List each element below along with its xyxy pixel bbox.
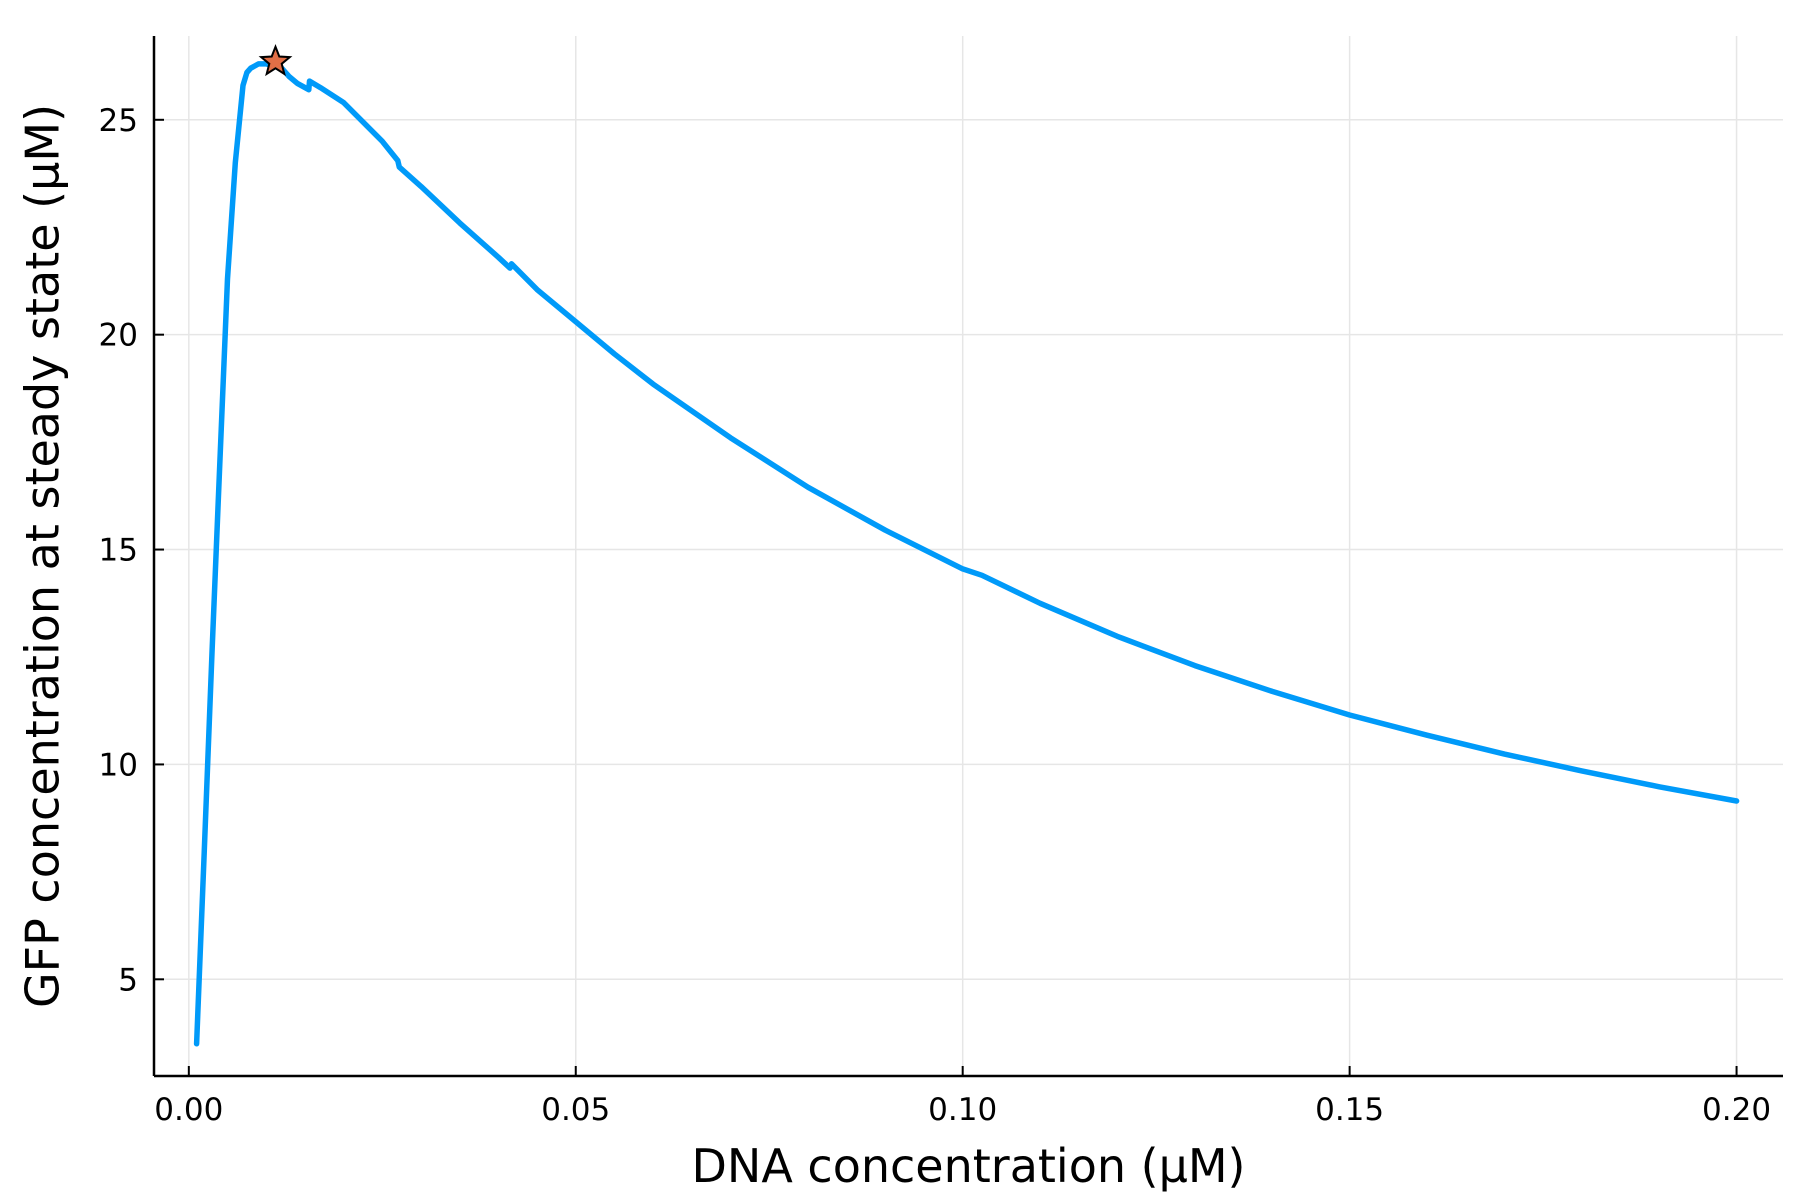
axes — [152, 36, 1783, 1078]
y-tick-label: 15 — [99, 533, 138, 569]
grid — [154, 36, 1783, 1076]
y-tick-label: 20 — [99, 318, 138, 354]
y-tick-label: 5 — [118, 962, 138, 998]
series-layer — [193, 61, 1740, 1047]
y-axis-label: GFP concentration at steady state (µM) — [16, 104, 70, 1008]
x-axis-label: DNA concentration (µM) — [692, 1139, 1246, 1193]
x-tick-label: 0.05 — [541, 1092, 610, 1128]
x-tick-label: 0.10 — [928, 1092, 997, 1128]
x-tick-label: 0.00 — [154, 1092, 223, 1128]
x-tick-labels: 0.00 0.05 0.10 0.15 0.20 — [154, 1092, 1771, 1128]
y-tick-labels: 5 10 15 20 25 — [99, 103, 138, 999]
x-tick-label: 0.20 — [1702, 1092, 1771, 1128]
marker-layer — [258, 44, 293, 77]
y-tick-label: 25 — [99, 103, 138, 139]
x-tick-label: 0.15 — [1315, 1092, 1384, 1128]
optimum-star-marker — [258, 44, 293, 77]
series-line — [193, 61, 1740, 1047]
y-tick-label: 10 — [99, 747, 138, 783]
